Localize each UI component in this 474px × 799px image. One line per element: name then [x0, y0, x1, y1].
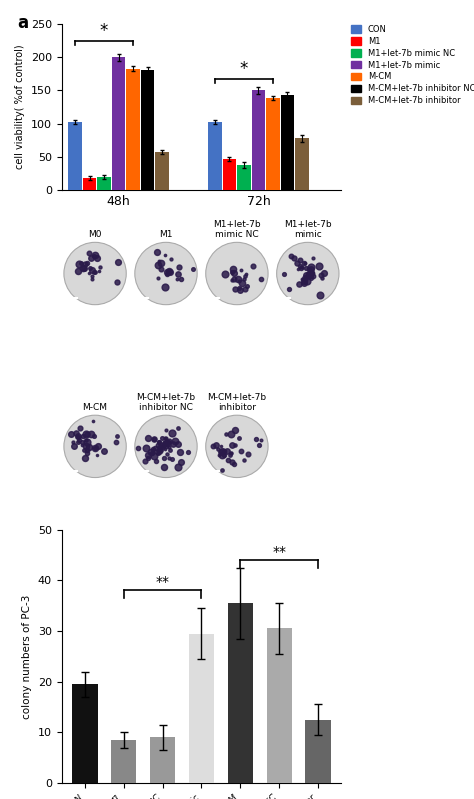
Y-axis label: colony numbers of PC-3: colony numbers of PC-3 — [22, 594, 32, 718]
Bar — [112, 58, 125, 190]
Legend: CON, M1, M1+let-7b mimic NC, M1+let-7b mimic, M-CM, M-CM+let-7b inhibitor NC, M-: CON, M1, M1+let-7b mimic NC, M1+let-7b m… — [351, 25, 474, 105]
Bar — [127, 69, 140, 190]
Bar — [73, 684, 98, 783]
Ellipse shape — [64, 415, 126, 478]
Text: *: * — [100, 22, 108, 40]
Ellipse shape — [64, 242, 126, 304]
Bar — [281, 95, 294, 190]
Bar — [266, 97, 280, 190]
Title: M-CM: M-CM — [82, 403, 108, 412]
Bar — [68, 122, 82, 190]
Ellipse shape — [206, 242, 268, 304]
Bar — [223, 159, 236, 190]
Ellipse shape — [135, 415, 197, 478]
Ellipse shape — [277, 242, 339, 304]
Bar — [237, 165, 251, 190]
Y-axis label: cell viability( %of control): cell viability( %of control) — [15, 45, 25, 169]
Title: M1: M1 — [159, 230, 173, 239]
Bar — [252, 90, 265, 190]
Text: b: b — [17, 192, 29, 209]
Bar — [111, 740, 137, 783]
Title: M-CM+let-7b
inhibitor NC: M-CM+let-7b inhibitor NC — [137, 393, 196, 412]
Ellipse shape — [206, 415, 268, 478]
Bar — [208, 122, 221, 190]
Bar — [98, 177, 111, 190]
Bar — [305, 720, 330, 783]
Bar — [141, 70, 154, 190]
Text: **: ** — [272, 544, 286, 559]
Title: M0: M0 — [88, 230, 102, 239]
Bar — [189, 634, 214, 783]
Text: *: * — [240, 60, 248, 78]
Bar — [150, 737, 175, 783]
Bar — [155, 153, 169, 190]
Title: M1+let-7b
mimic NC: M1+let-7b mimic NC — [213, 220, 261, 239]
Bar — [228, 603, 253, 783]
Bar — [295, 138, 309, 190]
Bar — [266, 629, 292, 783]
Ellipse shape — [135, 242, 197, 304]
Title: M-CM+let-7b
inhibitor: M-CM+let-7b inhibitor — [207, 393, 266, 412]
Bar — [83, 178, 96, 190]
Title: M1+let-7b
mimic: M1+let-7b mimic — [284, 220, 332, 239]
Text: a: a — [17, 14, 28, 32]
Text: **: ** — [155, 575, 170, 589]
